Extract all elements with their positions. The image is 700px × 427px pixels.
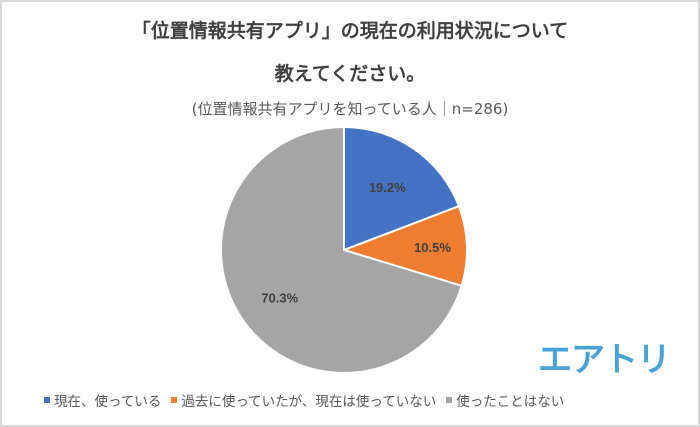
legend-item: 現在、使っている: [44, 390, 161, 410]
pie-slice: [343, 125, 461, 252]
legend: 現在、使っている 過去に使っていたが、現在は使っていない 使ったことはない: [44, 390, 564, 410]
data-label: 19.2%: [369, 180, 406, 195]
legend-label: 現在、使っている: [54, 394, 162, 410]
chart-title-line2: 教えてください。: [274, 63, 426, 85]
legend-swatch: [446, 397, 453, 403]
legend-swatch: [44, 397, 50, 403]
pie-slice: [340, 204, 468, 288]
legend-item: 過去に使っていたが、現在は使っていない: [171, 390, 436, 410]
legend-swatch: [171, 397, 178, 403]
legend-label: 使ったことはない: [456, 394, 565, 410]
data-label: 10.5%: [414, 240, 451, 255]
legend-item: 使ったことはない: [446, 390, 564, 410]
data-label: 70.3%: [261, 291, 298, 306]
airtrip-logo: エアトリ: [538, 340, 671, 380]
chart-subtitle: (位置情報共有アプリを知っている人｜n=286): [191, 100, 509, 118]
pie-slice: [220, 125, 463, 374]
chart-title-line1: 「位置情報共有アプリ」の現在の利用状況について: [131, 20, 569, 42]
legend-label: 過去に使っていたが、現在は使っていない: [181, 394, 437, 410]
